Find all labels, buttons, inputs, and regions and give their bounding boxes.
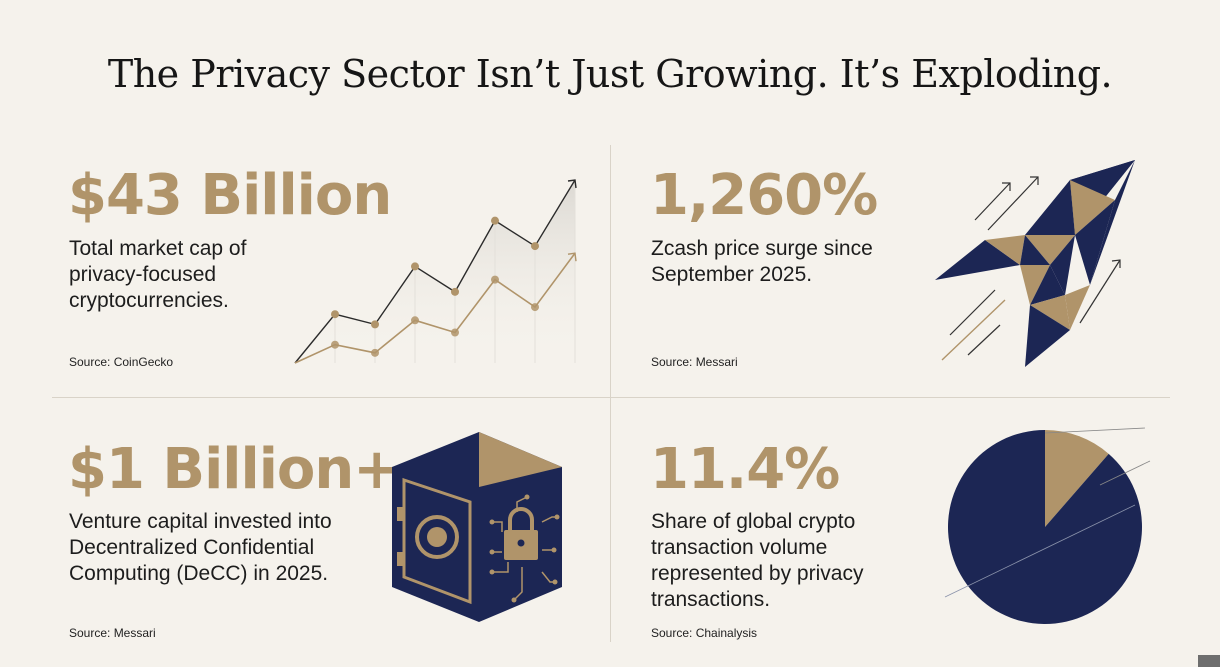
pie-slice-1 xyxy=(948,430,1142,624)
chart-point xyxy=(491,216,499,225)
chart-point xyxy=(371,320,379,329)
chart-point xyxy=(451,328,459,337)
horizontal-divider xyxy=(52,397,1170,398)
pie-chart-icon xyxy=(944,427,1151,624)
privacy-share-stat: 11.4% xyxy=(650,437,840,502)
chart-point xyxy=(331,310,339,319)
chart-point xyxy=(411,262,419,271)
chart-area-fill xyxy=(295,180,575,363)
page-title: The Privacy Sector Isn’t Just Growing. I… xyxy=(107,52,1113,96)
rising-line-chart-icon xyxy=(294,179,577,364)
privacy-share-source: Source: Chainalysis xyxy=(651,626,758,640)
pie-slice-0 xyxy=(1045,430,1109,527)
market-cap-description: Total market cap of privacy-focused cryp… xyxy=(69,237,247,312)
zcash-surge-source: Source: Messari xyxy=(651,355,738,369)
vertical-divider xyxy=(610,145,611,642)
chart-point xyxy=(451,287,459,296)
chart-arrowhead xyxy=(567,252,577,262)
venture-capital-source: Source: Messari xyxy=(69,626,156,640)
zcash-surge-description: Zcash price surge since September 2025. xyxy=(651,237,873,286)
market-cap-stat: $43 Billion xyxy=(68,163,392,228)
venture-capital-stat: $1 Billion+ xyxy=(68,437,400,502)
chart-series-line-1 xyxy=(294,252,576,364)
zcash-surge-stat: 1,260% xyxy=(650,163,878,228)
geometric-rocket-icon xyxy=(935,160,1135,367)
chart-point xyxy=(331,340,339,349)
chart-arrowhead xyxy=(567,179,577,189)
chart-point xyxy=(411,316,419,325)
chart-point xyxy=(531,303,539,312)
venture-capital-description: Venture capital invested into Decentrali… xyxy=(69,510,332,585)
chart-point xyxy=(491,275,499,284)
privacy-share-description: Share of global crypto transaction volum… xyxy=(651,510,864,611)
chart-point xyxy=(371,348,379,357)
secure-vault-icon xyxy=(392,432,562,622)
corner-mark xyxy=(1198,655,1220,667)
market-cap-source: Source: CoinGecko xyxy=(69,355,174,369)
chart-series-line-0 xyxy=(294,179,576,364)
chart-point xyxy=(531,242,539,251)
